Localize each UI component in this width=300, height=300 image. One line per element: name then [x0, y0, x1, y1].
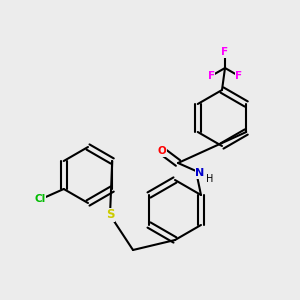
Text: F: F: [221, 47, 229, 57]
Text: Cl: Cl: [34, 194, 45, 204]
Text: H: H: [206, 174, 214, 184]
Text: F: F: [236, 71, 242, 81]
Text: S: S: [106, 208, 114, 221]
Text: F: F: [208, 71, 214, 81]
Text: O: O: [158, 146, 166, 156]
Text: N: N: [195, 168, 205, 178]
